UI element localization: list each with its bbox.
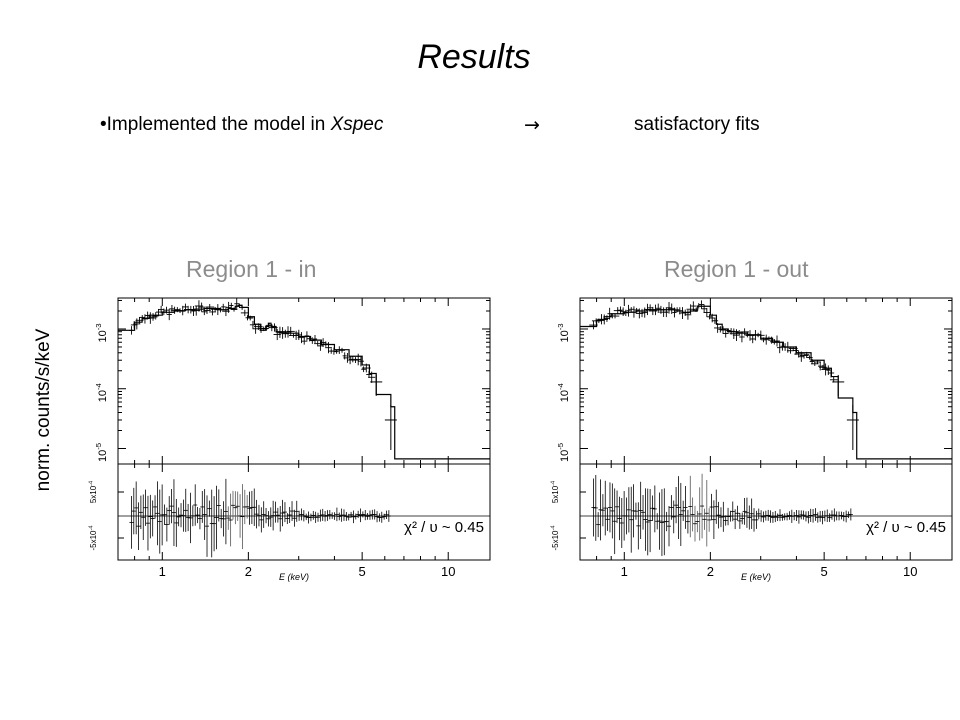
x-axis-label: E (keV) — [279, 572, 309, 582]
x-tick-label: 1 — [621, 564, 628, 579]
residual-tick-label: -5x10-4 — [550, 526, 560, 551]
residual-panel-frame — [579, 463, 953, 561]
residual-panel-frame — [117, 463, 491, 561]
bullet-italic: Xspec — [330, 114, 384, 135]
top-panel-frame — [117, 297, 491, 465]
x-tick-label: 1 — [159, 564, 166, 579]
x-tick-label: 10 — [441, 564, 455, 579]
x-axis-label: E (keV) — [741, 572, 771, 582]
chi-square-annotation: χ² / υ ~ 0.45 — [404, 519, 484, 536]
slide-title: Results — [417, 38, 531, 76]
y-tick-label: 10-5 — [556, 443, 571, 462]
x-tick-label: 5 — [359, 564, 366, 579]
y-tick-label: 10-5 — [94, 443, 109, 462]
model-line — [118, 304, 490, 460]
x-tick-label: 2 — [707, 564, 714, 579]
spectrum-plot-right: 10-3 10-4 10-5 1 2 5 10 E (keV) 5x10-4 -5x10-4 χ² … — [550, 297, 953, 582]
y-axis-label: norm. counts/s/keV — [33, 328, 54, 492]
x-tick-label: 5 — [821, 564, 828, 579]
y-tick-label: 10-3 — [94, 323, 109, 342]
result-text: satisfactory fits — [634, 114, 760, 135]
residual-tick-label: -5x10-4 — [88, 526, 98, 551]
chi-square-annotation: χ² / υ ~ 0.45 — [866, 519, 946, 536]
chart-title-left: Region 1 - in — [186, 256, 317, 282]
spectrum-plot-left: 10-3 10-4 10-5 1 2 5 10 E (keV) 5x10-4 -5x10-4 χ² … — [88, 297, 491, 582]
y-tick-label: 10-3 — [556, 323, 571, 342]
bullet-text: •Implemented the model in Xspec — [100, 114, 383, 136]
top-panel-frame — [579, 297, 953, 465]
model-line — [580, 305, 952, 460]
arrow-icon: → — [524, 114, 540, 136]
y-tick-label: 10-4 — [94, 382, 109, 402]
y-tick-label: 10-4 — [556, 382, 571, 402]
residual-tick-label: 5x10-4 — [88, 481, 98, 503]
residual-tick-label: 5x10-4 — [550, 481, 560, 503]
chart-title-right: Region 1 - out — [664, 256, 809, 282]
x-tick-label: 10 — [903, 564, 917, 579]
x-tick-label: 2 — [245, 564, 252, 579]
bullet-prefix: •Implemented the model in — [100, 114, 331, 135]
